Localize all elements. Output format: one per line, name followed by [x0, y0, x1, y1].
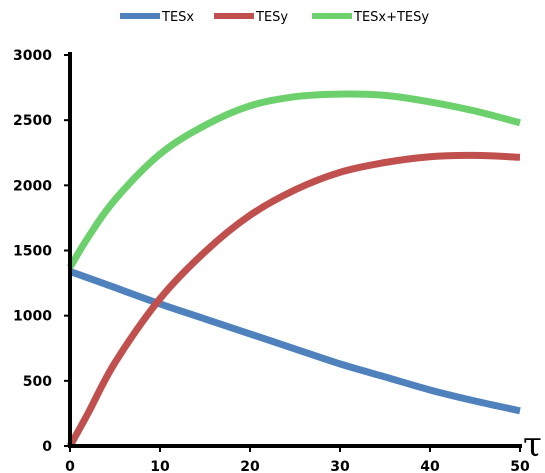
y-tick-group: 0 500 1000 1500 2000 2500 3000	[13, 48, 70, 455]
y-tick-label: 1500	[13, 244, 52, 260]
y-tick-label: 2500	[13, 113, 52, 129]
legend-label-0: TESx	[161, 10, 194, 25]
series-line-0	[68, 268, 521, 415]
legend: TESx TESy TESx+TESy	[120, 10, 429, 25]
x-tick-label: 10	[150, 459, 170, 473]
x-tick-label: 20	[240, 459, 260, 473]
x-tick-label: 30	[330, 459, 350, 473]
y-tick-label: 0	[42, 439, 52, 455]
series-line-2	[66, 90, 521, 270]
x-tick-group: 0 10 20 30 40 50	[65, 446, 530, 473]
y-tick-label: 2000	[13, 178, 52, 194]
series-line-1	[66, 151, 521, 448]
legend-label-2: TESx+TESy	[353, 10, 429, 25]
x-axis-symbol: τ	[523, 425, 542, 465]
y-tick-label: 500	[23, 374, 52, 390]
x-tick-label: 0	[65, 459, 75, 473]
x-tick-label: 50	[510, 459, 530, 473]
y-tick-label: 3000	[13, 48, 52, 64]
legend-label-1: TESy	[255, 10, 288, 25]
x-tick-label: 40	[420, 459, 440, 473]
series-layer	[66, 90, 521, 448]
y-tick-label: 1000	[13, 309, 52, 325]
